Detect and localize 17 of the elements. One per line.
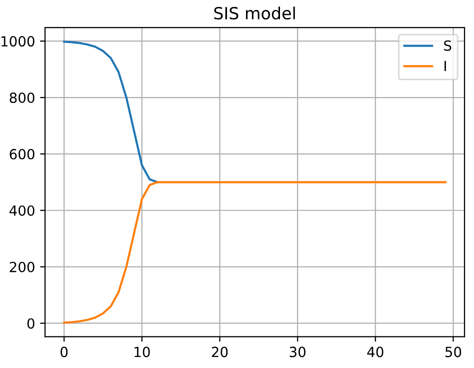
y-tick-label: 800 bbox=[10, 92, 34, 103]
y-tick-label: 600 bbox=[10, 148, 34, 160]
legend-label: S bbox=[444, 40, 452, 51]
x-tick-label: 40 bbox=[367, 346, 384, 358]
x-tick-label: 30 bbox=[290, 346, 306, 358]
x-tick-label: 20 bbox=[212, 346, 228, 358]
y-tick-label: 0 bbox=[27, 318, 34, 329]
legend-label: I bbox=[444, 60, 446, 72]
y-tick-label: 400 bbox=[9, 205, 34, 216]
y-tick-label: 1000 bbox=[1, 36, 34, 47]
x-tick-label: 50 bbox=[445, 346, 462, 358]
x-tick-label: 10 bbox=[134, 346, 150, 358]
y-tick-label: 200 bbox=[10, 262, 34, 272]
chart-title: SIS model bbox=[214, 6, 295, 20]
line-series bbox=[63, 181, 446, 324]
x-tick-label: 0 bbox=[60, 346, 68, 358]
line-series bbox=[63, 40, 159, 184]
